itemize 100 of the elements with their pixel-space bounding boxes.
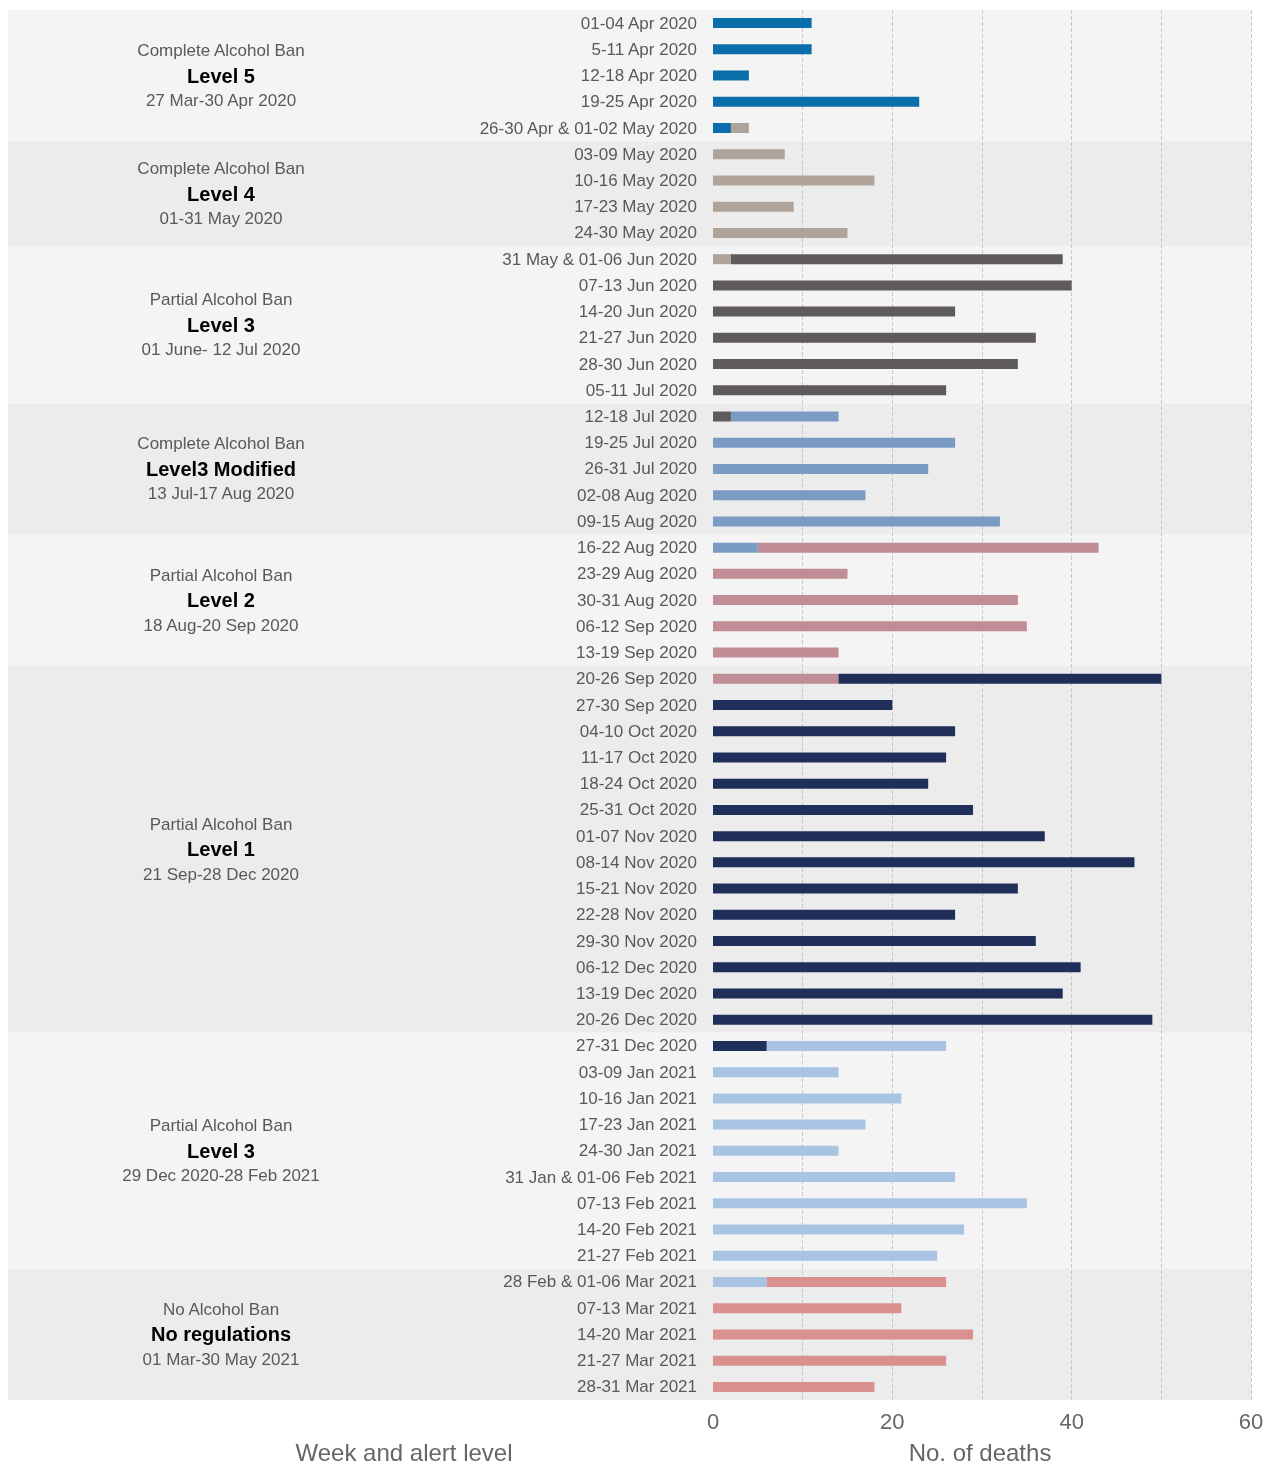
x-tick-label: 20 xyxy=(880,1408,905,1434)
bar xyxy=(766,1040,947,1051)
bar xyxy=(713,437,956,448)
bar xyxy=(713,1145,839,1156)
y-tick-label: 26-30 Apr & 01-02 May 2020 xyxy=(479,118,697,138)
y-tick-label: 21-27 Feb 2021 xyxy=(576,1246,697,1266)
bar xyxy=(713,1329,974,1340)
bar xyxy=(713,96,920,107)
band-label: Complete Alcohol Ban Level 4 01-31 May 2020 xyxy=(137,159,305,229)
bar xyxy=(713,1276,767,1287)
bar xyxy=(730,411,839,422)
bar xyxy=(713,516,1000,527)
y-tick-label: 27-31 Dec 2020 xyxy=(576,1036,697,1056)
bar xyxy=(713,463,929,474)
bar xyxy=(713,778,929,789)
y-tick-label: 17-23 May 2020 xyxy=(574,197,697,217)
y-tick-label: 28-31 Mar 2021 xyxy=(576,1377,697,1397)
y-axis-title: Week and alert level xyxy=(295,1438,513,1464)
y-tick-label: 10-16 Jan 2021 xyxy=(578,1088,697,1108)
band-label: Partial Alcohol Ban Level 3 29 Dec 2020-28 Feb 2021 xyxy=(122,1116,320,1186)
bar xyxy=(713,1172,956,1183)
y-tick-label: 11-17 Oct 2020 xyxy=(581,747,697,767)
bar xyxy=(713,411,731,422)
bar xyxy=(713,621,1027,632)
y-tick-label: 13-19 Sep 2020 xyxy=(576,643,697,663)
bar xyxy=(713,752,947,763)
y-tick-label: 07-13 Mar 2021 xyxy=(576,1298,697,1318)
bar xyxy=(713,490,866,501)
bar xyxy=(713,1224,965,1235)
y-tick-label: 19-25 Apr 2020 xyxy=(580,92,697,112)
bar xyxy=(757,542,1099,553)
y-tick-label: 02-08 Aug 2020 xyxy=(576,485,697,505)
bar xyxy=(713,332,1036,343)
bar xyxy=(713,385,947,396)
bar xyxy=(713,1093,902,1104)
bar xyxy=(713,542,758,553)
band-label: No Alcohol Ban No regulations 01 Mar-30 May 2021 xyxy=(142,1299,300,1369)
x-tick-label: 40 xyxy=(1059,1408,1084,1434)
y-tick-label: 14-20 Feb 2021 xyxy=(576,1220,697,1240)
bar xyxy=(713,201,794,212)
y-tick-label: 01-07 Nov 2020 xyxy=(576,826,697,846)
bar xyxy=(713,857,1135,868)
y-tick-label: 06-12 Sep 2020 xyxy=(576,616,697,636)
y-tick-label: 04-10 Oct 2020 xyxy=(579,721,697,741)
bar xyxy=(713,1198,1027,1209)
bar xyxy=(766,1276,947,1287)
y-tick-label: 13-19 Dec 2020 xyxy=(576,983,697,1003)
y-tick-label: 28-30 Jun 2020 xyxy=(578,354,697,374)
y-tick-label: 05-11 Jul 2020 xyxy=(585,380,697,400)
x-tick-label: 0 xyxy=(706,1408,720,1434)
y-tick-label: 06-12 Dec 2020 xyxy=(576,957,697,977)
y-tick-label: 08-14 Nov 2020 xyxy=(576,852,697,872)
y-tick-label: 15-21 Nov 2020 xyxy=(576,879,697,899)
band-label: Complete Alcohol Ban Level 5 27 Mar-30 Apr 2020 xyxy=(137,41,305,111)
bar xyxy=(730,254,1063,265)
bar xyxy=(713,831,1045,842)
bar xyxy=(713,175,875,186)
y-tick-label: 25-31 Oct 2020 xyxy=(579,800,697,820)
y-tick-label: 16-22 Aug 2020 xyxy=(576,538,697,558)
x-tick-label: 60 xyxy=(1238,1408,1264,1434)
y-tick-label: 18-24 Oct 2020 xyxy=(579,774,697,794)
bar xyxy=(713,280,1072,291)
band-label: Complete Alcohol Ban Level3 Modified 13 Jul-17 Aug 2020 xyxy=(137,434,305,504)
y-tick-label: 07-13 Feb 2021 xyxy=(576,1193,697,1213)
bar xyxy=(713,1014,1153,1025)
bar xyxy=(713,1119,866,1130)
bar xyxy=(838,673,1162,684)
bar xyxy=(713,568,848,579)
y-tick-label: 27-30 Sep 2020 xyxy=(576,695,697,715)
bar xyxy=(713,936,1036,947)
bar xyxy=(713,70,749,81)
y-tick-label: 19-25 Jul 2020 xyxy=(584,433,697,453)
band-label: Partial Alcohol Ban Level 1 21 Sep-28 Dec 2020 xyxy=(143,814,299,884)
bar xyxy=(713,359,1018,370)
bar xyxy=(713,1250,938,1261)
y-tick-label: 20-26 Sep 2020 xyxy=(576,669,697,689)
y-tick-label: 30-31 Aug 2020 xyxy=(576,590,697,610)
bar xyxy=(713,647,839,658)
bar xyxy=(713,254,731,265)
bar xyxy=(713,988,1063,999)
x-axis-title: No. of deaths xyxy=(908,1438,1052,1464)
bar xyxy=(713,962,1081,973)
band-label: Partial Alcohol Ban Level 3 01 June- 12 Jul 2020 xyxy=(141,290,301,360)
y-tick-label: 24-30 Jan 2021 xyxy=(578,1141,697,1161)
bar xyxy=(713,1040,767,1051)
bar xyxy=(713,1067,839,1078)
y-tick-label: 31 May & 01-06 Jun 2020 xyxy=(502,249,697,269)
bar xyxy=(713,726,956,737)
bar xyxy=(713,149,785,160)
y-tick-label: 03-09 Jan 2021 xyxy=(578,1062,697,1082)
bar xyxy=(713,44,812,55)
y-tick-label: 21-27 Mar 2021 xyxy=(576,1351,697,1371)
y-tick-label: 14-20 Mar 2021 xyxy=(576,1324,697,1344)
band-label: Partial Alcohol Ban Level 2 18 Aug-20 Sep 2020 xyxy=(143,565,299,635)
y-tick-label: 01-04 Apr 2020 xyxy=(580,13,697,33)
y-tick-label: 10-16 May 2020 xyxy=(574,170,697,190)
bar xyxy=(713,1303,902,1314)
bar xyxy=(713,227,848,238)
bar xyxy=(730,123,749,134)
bar xyxy=(713,595,1018,606)
